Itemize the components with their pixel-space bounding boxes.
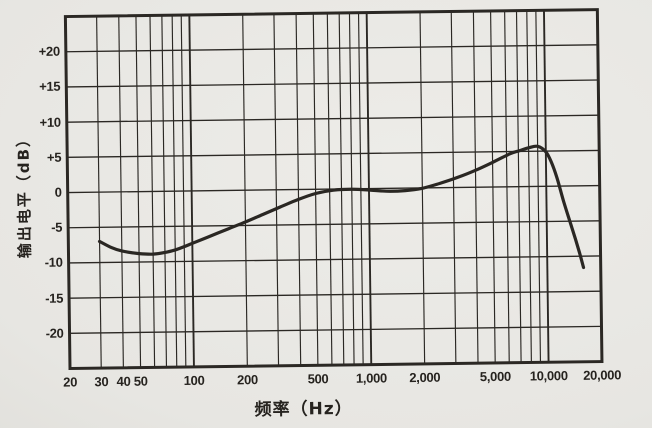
y-axis-title: 输出电平（dB） xyxy=(14,129,35,259)
v-gridline xyxy=(188,14,195,367)
v-gridline xyxy=(515,10,522,363)
y-tick-label: +15 xyxy=(39,79,61,95)
h-gridline xyxy=(66,114,599,123)
x-axis-title: 频率（Hz） xyxy=(254,398,353,421)
v-gridline xyxy=(535,10,542,363)
v-gridline xyxy=(472,11,479,364)
h-gridline xyxy=(68,255,601,264)
v-gridline xyxy=(242,14,248,367)
v-gridline xyxy=(295,13,302,366)
plot-border xyxy=(63,8,604,371)
v-gridline xyxy=(312,13,319,366)
v-gridline xyxy=(490,10,496,363)
v-gridline xyxy=(149,15,156,368)
v-gridline xyxy=(96,16,102,369)
v-gridline xyxy=(526,10,532,363)
x-tick-label: 2,000 xyxy=(409,369,441,386)
y-tick-label: +20 xyxy=(38,43,60,60)
v-gridline xyxy=(161,15,168,368)
v-gridline xyxy=(504,10,510,363)
h-gridline xyxy=(69,290,602,299)
h-gridline xyxy=(69,325,602,335)
response-curve xyxy=(97,144,586,270)
v-gridline xyxy=(135,15,142,368)
h-gridline xyxy=(68,220,601,229)
v-gridline xyxy=(180,15,187,368)
y-tick-label: -15 xyxy=(45,290,64,306)
h-gridline xyxy=(65,44,598,53)
h-gridline xyxy=(66,79,599,88)
v-gridline xyxy=(118,15,124,368)
v-gridline xyxy=(543,10,550,363)
v-gridline xyxy=(171,15,178,368)
h-gridline xyxy=(67,149,600,159)
v-gridline xyxy=(450,11,457,364)
y-tick-label: +10 xyxy=(39,114,61,130)
x-tick-label: 20,000 xyxy=(583,367,622,383)
y-tick-label: -20 xyxy=(45,325,64,341)
v-gridline xyxy=(273,13,280,366)
x-tick-label: 200 xyxy=(236,372,258,388)
